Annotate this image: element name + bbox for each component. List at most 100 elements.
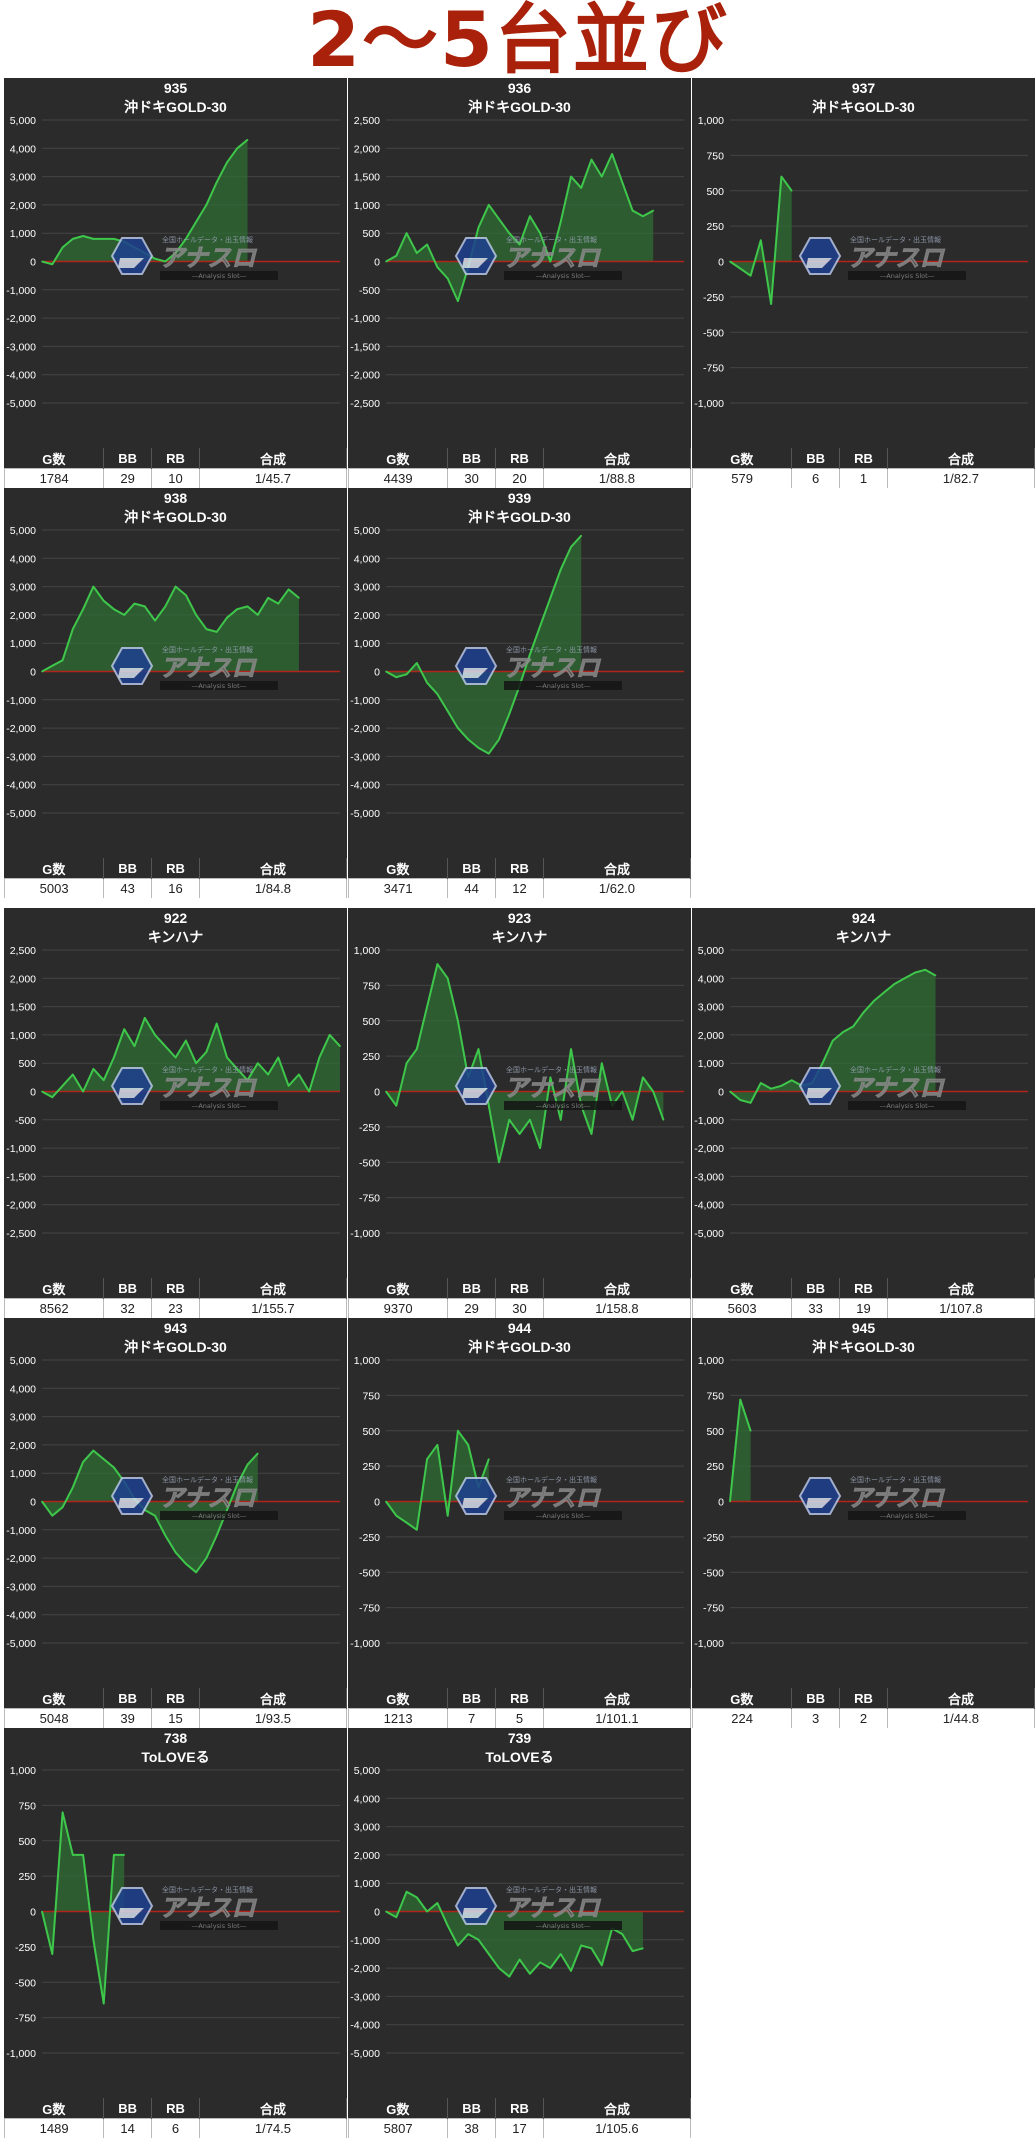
y-tick-label: 3,000 [10, 1412, 36, 1424]
y-tick-label: 250 [362, 1461, 380, 1473]
stats-header: BB [447, 858, 497, 879]
data-point [739, 1398, 742, 1401]
stats-combined: 1/105.6 [542, 2118, 691, 2138]
page-title: 2～5台並び [307, 0, 729, 84]
chart-panel-936: 936 沖ドキGOLD-30 2,500 2,000 1,500 1,000 500 0 -50… [348, 78, 691, 488]
data-point [226, 616, 228, 619]
y-tick-label: -2,000 [350, 723, 380, 735]
stats-header: RB [495, 858, 544, 879]
stats-header: BB [103, 448, 153, 469]
data-point [790, 1079, 793, 1081]
data-point [405, 1890, 408, 1893]
stats-header: BB [447, 448, 497, 469]
y-tick-label: -5,000 [350, 2048, 380, 2060]
data-point [457, 1944, 459, 1947]
machine-number: 937 [851, 80, 876, 96]
stats-rb: 10 [151, 468, 200, 488]
stats-bb: 32 [103, 1298, 153, 1318]
stats-rb: 1 [839, 468, 888, 488]
stats-header: BB [447, 2098, 497, 2119]
data-point [82, 1090, 84, 1093]
data-point [144, 1017, 146, 1019]
series-area [42, 139, 248, 265]
series-line [385, 535, 582, 755]
y-tick-label: -250 [359, 1122, 380, 1134]
y-tick-label: 0 [718, 1087, 724, 1099]
stats-header: 合成 [543, 2098, 691, 2119]
data-point [862, 1011, 865, 1014]
data-point [61, 1085, 64, 1087]
data-point [113, 1466, 115, 1469]
machine-number: 943 [163, 1320, 188, 1336]
data-point [467, 1076, 469, 1079]
data-point [559, 1119, 562, 1121]
y-tick-label: 0 [374, 667, 380, 679]
data-point [246, 1463, 249, 1466]
y-tick-label: 5,000 [10, 1355, 36, 1367]
data-point [385, 1090, 387, 1093]
y-tick-label: 3,000 [10, 582, 36, 594]
y-tick-label: 250 [706, 1461, 724, 1473]
stats-games: 9370 [348, 1298, 449, 1318]
y-tick-label: -5,000 [6, 808, 36, 820]
stats-games: 3471 [348, 878, 449, 898]
stats-combined: 1/88.8 [542, 468, 691, 488]
stats-header: G数 [692, 1278, 793, 1299]
y-tick-label: 2,000 [10, 1440, 36, 1452]
y-tick-label: 0 [718, 1497, 724, 1509]
data-point [549, 1076, 552, 1079]
data-point [215, 1022, 218, 1025]
data-point [72, 628, 74, 630]
data-point [113, 1056, 115, 1059]
stats-combined: 1/107.8 [886, 1298, 1035, 1318]
data-point [277, 1056, 280, 1059]
data-point [760, 1082, 762, 1084]
data-point [580, 1104, 582, 1107]
data-point [72, 1854, 74, 1856]
stats-games: 8562 [4, 1298, 105, 1318]
y-tick-label: 4,000 [10, 143, 36, 155]
data-point [113, 1854, 115, 1856]
stats-combined: 1/62.0 [542, 878, 691, 898]
stats-rb: 2 [839, 1708, 888, 1728]
data-point [257, 1062, 259, 1064]
y-tick-label: 1,500 [354, 172, 380, 184]
data-point [488, 1953, 490, 1955]
data-point [642, 215, 644, 217]
stats-rb: 19 [839, 1298, 888, 1318]
machine-model: 沖ドキGOLD-30 [468, 509, 571, 525]
chart-panel-943: 943 沖ドキGOLD-30 5,000 4,000 3,000 2,000 1,000 0 -… [4, 1318, 347, 1728]
stats-header: BB [103, 858, 153, 879]
data-point [133, 1045, 136, 1047]
data-point [467, 1444, 469, 1446]
y-tick-label: 750 [18, 1800, 36, 1812]
data-point [154, 1034, 156, 1036]
data-point [590, 1133, 593, 1135]
data-point [749, 1430, 752, 1432]
data-point [488, 1104, 490, 1107]
stats-table: G数 BB RB 合成 9370 29 30 1/158.8 [348, 1278, 691, 1318]
data-point [601, 175, 603, 178]
y-tick-label: 250 [706, 221, 724, 233]
stats-header: G数 [348, 448, 449, 469]
data-point [529, 1973, 531, 1975]
stats-header: G数 [348, 2098, 449, 2119]
data-point [174, 585, 177, 588]
stats-header: 合成 [199, 1688, 347, 1709]
stats-header: 合成 [887, 1278, 1035, 1299]
stats-bb: 30 [447, 468, 497, 488]
data-point [570, 1970, 572, 1972]
data-point [277, 602, 280, 605]
y-tick-label: 1,000 [354, 1355, 380, 1367]
data-point [123, 614, 125, 616]
data-point [903, 977, 906, 980]
data-point [205, 1557, 208, 1559]
line-chart: 2,500 2,000 1,500 1,000 500 0 -500 -1,000 -1,500… [350, 115, 684, 410]
data-point [298, 597, 300, 599]
stats-bb: 29 [447, 1298, 497, 1318]
y-tick-label: -750 [359, 1603, 380, 1615]
data-point [405, 232, 408, 234]
stats-bb: 33 [791, 1298, 841, 1318]
data-point [477, 226, 480, 229]
y-tick-label: -5,000 [694, 1228, 724, 1240]
